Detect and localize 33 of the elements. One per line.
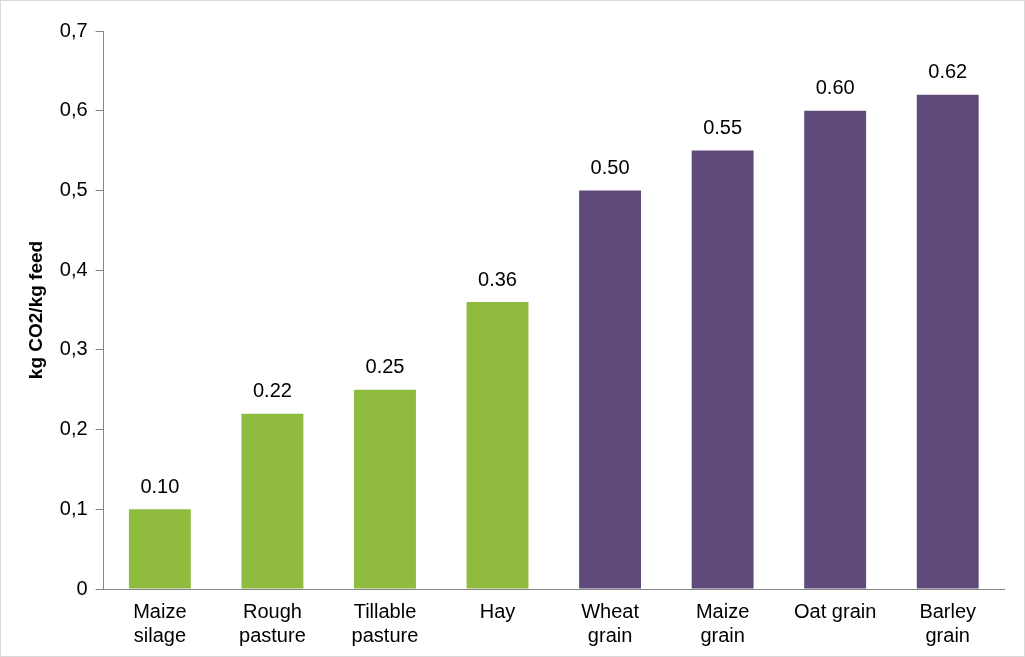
x-tick-label: Wheat grain <box>581 599 640 646</box>
y-tick-label: 0,1 <box>59 496 88 519</box>
y-tick-label: 0,7 <box>59 18 88 41</box>
bar <box>579 190 642 589</box>
data-label: 0.36 <box>478 267 517 290</box>
y-axis-title: kg CO2/kg feed <box>24 240 46 380</box>
bar <box>804 110 867 589</box>
x-tick-label: Maize silage <box>133 599 187 646</box>
data-label: 0.62 <box>928 60 968 83</box>
y-tick-label: 0,3 <box>59 337 88 360</box>
y-tick-label: 0,2 <box>59 417 88 440</box>
data-label: 0.25 <box>365 355 405 378</box>
x-tick-label: Hay <box>479 599 516 622</box>
data-label: 0.10 <box>140 474 180 497</box>
bar <box>916 94 979 589</box>
y-tick-label: 0,5 <box>59 177 88 200</box>
data-label: 0.50 <box>590 155 630 178</box>
x-tick-label: Maize grain <box>695 599 750 646</box>
data-label: 0.22 <box>252 379 292 402</box>
x-tick-label: Barley grain <box>919 599 977 646</box>
x-tick-label: Oat grain <box>794 599 877 622</box>
x-tick-label: Rough pasture <box>239 599 306 646</box>
y-tick-label: 0,6 <box>59 98 88 121</box>
data-label: 0.60 <box>815 76 855 99</box>
bar <box>354 389 416 589</box>
y-tick-label: 0,4 <box>59 257 88 280</box>
bar <box>691 150 754 589</box>
bar <box>128 509 191 589</box>
y-tick-label: 0 <box>76 576 88 599</box>
data-label: 0.55 <box>703 116 743 139</box>
bar <box>241 413 304 589</box>
bar <box>466 302 529 589</box>
x-tick-label: Tillable pasture <box>351 599 419 646</box>
